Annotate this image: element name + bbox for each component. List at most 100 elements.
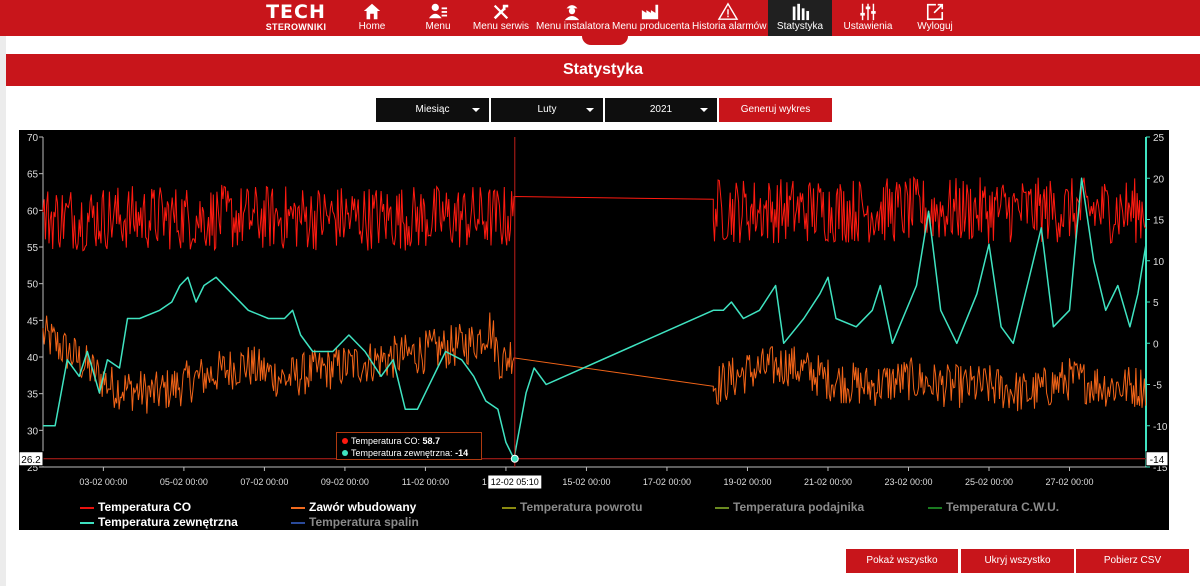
legend-swatch [715, 506, 729, 509]
y-left-tick-label: 70 [27, 133, 39, 144]
y-right-tick-label: 25 [1153, 133, 1165, 144]
x-tick-label: 09-02 00:00 [321, 477, 369, 487]
legend-swatch [502, 506, 516, 509]
y-left-tick-label: 50 [27, 280, 39, 291]
logo-subtext: STEROWNIKI [265, 22, 327, 32]
period-select-value: Miesiąc [415, 104, 450, 115]
y-left-tick-label: 55 [27, 243, 39, 254]
y-right-tick-label: -15 [1153, 463, 1168, 474]
crosshair-right-label-box [1145, 451, 1169, 467]
top-navigation-bar: TECH STEROWNIKI Home Menu Menu serwis Me… [0, 0, 1200, 36]
x-tick-label: 21-02 00:00 [804, 477, 852, 487]
y-left-tick-label: 60 [27, 206, 39, 217]
nav-menu[interactable]: Menu [414, 0, 462, 36]
legend-temperatura-podajnika[interactable]: Temperatura podajnika [715, 500, 864, 514]
y-left-tick-label: 35 [27, 390, 39, 401]
y-right-tick-label: 10 [1153, 257, 1165, 268]
nav-statystyka-label: Statystyka [776, 21, 824, 32]
chevron-down-icon [586, 108, 594, 112]
installer-icon [564, 5, 580, 21]
x-tick-label: 27-02 00:00 [1045, 477, 1093, 487]
generate-chart-button[interactable]: Generuj wykres [719, 98, 832, 122]
crosshair-left-label: 26.2 [21, 455, 41, 466]
tooltip-dot-co [342, 438, 348, 444]
legend-label: Temperatura powrotu [520, 500, 643, 514]
legend-zawor-wbudowany[interactable]: Zawór wbudowany [291, 500, 416, 514]
nav-menu-producenta-label: Menu producenta [612, 21, 690, 32]
x-tick-label: 03-02 00:00 [79, 477, 127, 487]
legend-label: Zawór wbudowany [309, 500, 417, 514]
nav-menu-instalatora-label: Menu instalatora [536, 21, 610, 32]
x-tick-label: 07-02 00:00 [240, 477, 288, 487]
y-left-tick-label: 45 [27, 316, 39, 327]
y-right-tick-label: 20 [1153, 174, 1165, 185]
x-tick-label: 05-02 00:00 [160, 477, 208, 487]
crosshair-x-label-box [487, 474, 543, 490]
nav-menu-label: Menu [425, 21, 451, 32]
nav-menu-producenta[interactable]: Menu producenta [612, 0, 690, 36]
chart-svg[interactable]: 706560555045403530252520151050-5-10-1503… [19, 130, 1169, 530]
hide-all-button[interactable]: Ukryj wszystko [961, 549, 1074, 573]
nav-home[interactable]: Home [349, 0, 395, 36]
y-right-tick-label: -10 [1153, 422, 1168, 433]
tooltip-row-zewn: Temperatura zewnętrzna: -14 [342, 447, 476, 459]
y-left-tick-label: 65 [27, 170, 39, 181]
crosshair-point [510, 454, 519, 463]
legend-swatch [928, 506, 942, 509]
tooltip-row-co: Temperatura CO: 58.7 [342, 435, 476, 447]
show-all-button[interactable]: Pokaż wszystko [846, 549, 958, 573]
nav-ustawienia[interactable]: Ustawienia [838, 0, 898, 36]
legend-temperatura-cwu[interactable]: Temperatura C.W.U. [928, 500, 1059, 514]
sliders-icon [860, 3, 876, 21]
y-right-tick-label: -5 [1153, 381, 1162, 392]
period-select[interactable]: Miesiąc [376, 98, 489, 122]
legend-label: Temperatura zewnętrzna [98, 515, 238, 529]
statistics-chart[interactable]: 70 65 60 55 50 45 40 35 30 25 25 20 15 10 5 0 -5 -10 -15 03… [19, 130, 1169, 530]
tools-icon [493, 4, 509, 20]
nav-menu-serwis[interactable]: Menu serwis [472, 0, 530, 36]
y-left-tick-label: 40 [27, 353, 39, 364]
legend-temperatura-spalin[interactable]: Temperatura spalin [291, 515, 419, 529]
nav-statystyka[interactable]: Statystyka [768, 0, 832, 36]
user-icon [428, 3, 448, 19]
nav-wyloguj[interactable]: Wyloguj [910, 0, 960, 36]
tooltip-zewn-label: Temperatura zewnętrzna: [351, 448, 453, 458]
y-right-tick-label: 0 [1153, 339, 1159, 350]
factory-icon [641, 4, 659, 20]
legend-label: Temperatura podajnika [733, 500, 865, 514]
x-tick-label: 19-02 00:00 [723, 477, 771, 487]
download-csv-button[interactable]: Pobierz CSV [1076, 549, 1189, 573]
legend-temperatura-zewnetrzna[interactable]: Temperatura zewnętrzna [80, 515, 238, 529]
x-tick-label: 23-02 00:00 [884, 477, 932, 487]
crosshair-right-label: -14 [1150, 455, 1165, 466]
nav-wyloguj-label: Wyloguj [917, 21, 953, 32]
chevron-down-icon [472, 108, 480, 112]
warning-icon [717, 2, 739, 20]
legend-label: Temperatura CO [98, 500, 192, 514]
legend-swatch [291, 506, 305, 509]
legend-swatch [80, 506, 94, 509]
nav-menu-instalatora[interactable]: Menu instalatora [536, 0, 610, 36]
month-select-value: Luty [537, 104, 557, 115]
x-tick-label: 11-02 00:00 [402, 477, 449, 487]
month-select[interactable]: Luty [491, 98, 603, 122]
bar-chart-icon [792, 3, 810, 21]
series-line-temperatura-co [42, 176, 1147, 252]
tooltip-co-value: 58.7 [422, 436, 441, 446]
page-title: Statystyka [6, 54, 1200, 86]
nav-ustawienia-label: Ustawienia [843, 21, 893, 32]
nav-historia-alarmow[interactable]: Historia alarmów [692, 0, 766, 36]
chart-tooltip: Temperatura CO: 58.7 Temperatura zewnętr… [336, 432, 482, 460]
legend-temperatura-co[interactable]: Temperatura CO [80, 500, 191, 514]
legend-swatch [80, 521, 94, 524]
y-left-tick-label: 30 [27, 426, 39, 437]
legend-temperatura-powrotu[interactable]: Temperatura powrotu [502, 500, 642, 514]
year-select[interactable]: 2021 [605, 98, 717, 122]
tooltip-dot-zewn [342, 450, 348, 456]
tech-logo[interactable]: TECH STEROWNIKI [262, 3, 330, 33]
tooltip-zewn-value: -14 [455, 448, 469, 458]
year-select-value: 2021 [649, 104, 673, 115]
legend-swatch [291, 521, 305, 524]
tooltip-co-label: Temperatura CO: [351, 436, 421, 446]
series-line-temperatura-zewnetrzna [43, 177, 1147, 460]
